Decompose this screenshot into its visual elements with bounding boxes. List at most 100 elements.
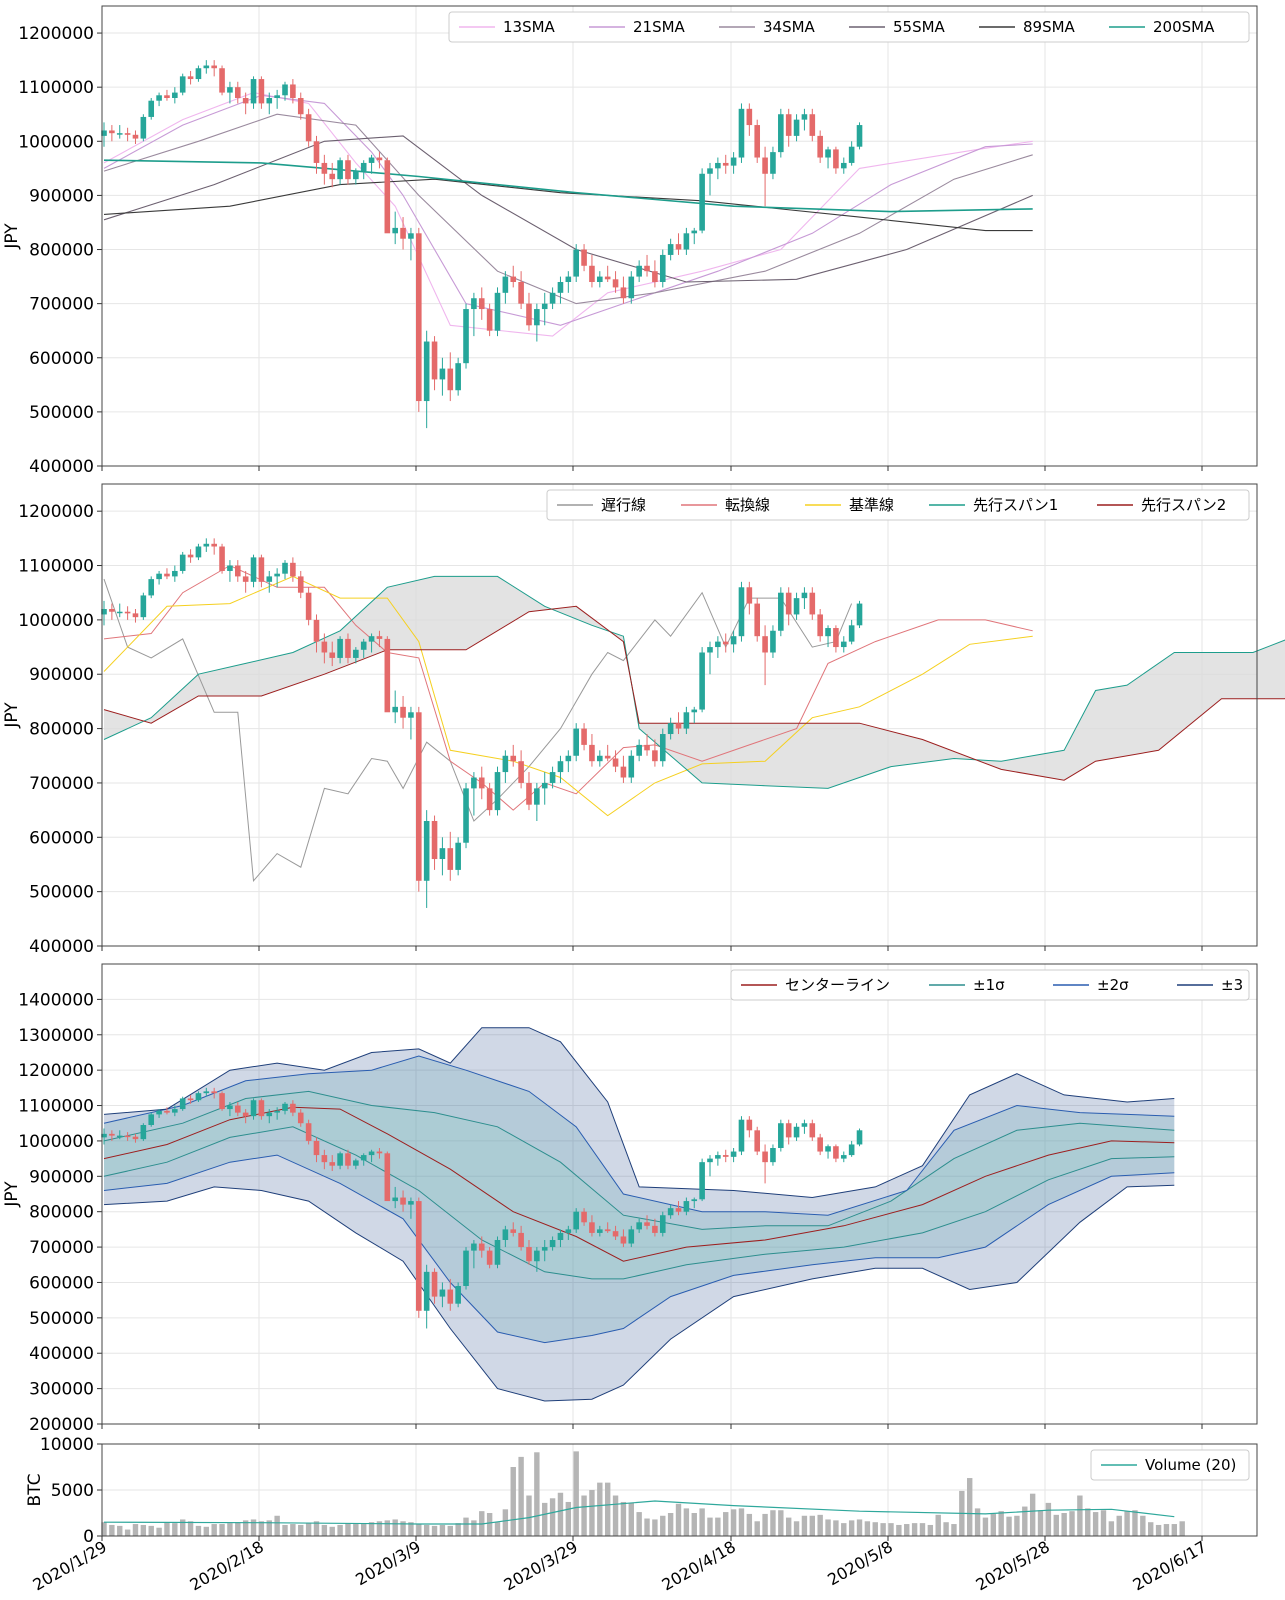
candle-body xyxy=(856,125,863,147)
volume-bar xyxy=(109,1524,115,1536)
volume-bar xyxy=(1092,1512,1099,1536)
candle-body xyxy=(785,1123,792,1138)
candle-body xyxy=(565,1229,572,1233)
volume-bar xyxy=(943,1522,949,1536)
candle-body xyxy=(408,1201,414,1205)
candle-body xyxy=(337,160,343,180)
candle-body xyxy=(132,134,139,139)
volume-bar xyxy=(1132,1510,1138,1536)
y-tick-label: 800000 xyxy=(29,720,94,740)
volume-bar xyxy=(1085,1508,1091,1536)
volume-bar xyxy=(904,1524,910,1536)
candle-body xyxy=(109,1133,115,1136)
candle-body xyxy=(242,576,249,582)
y-tick-label: 600000 xyxy=(29,1273,94,1293)
candle-body xyxy=(565,755,572,762)
y-tick-label: 700000 xyxy=(29,774,94,794)
volume-bar xyxy=(337,1524,343,1536)
candle-body xyxy=(801,592,808,599)
candle-body xyxy=(368,636,375,642)
volume-bar xyxy=(392,1519,398,1536)
candle-body xyxy=(510,1229,517,1233)
series-line xyxy=(103,1126,1175,1280)
legend-box xyxy=(1090,1449,1250,1481)
candle-body xyxy=(353,171,359,180)
volume-bar xyxy=(502,1509,509,1536)
candle-body xyxy=(258,79,265,104)
candle-body xyxy=(801,114,808,120)
candle-body xyxy=(416,712,422,881)
candle-body xyxy=(793,1126,800,1138)
legend-label: 転換線 xyxy=(725,496,770,514)
candle-body xyxy=(659,254,666,282)
candle-body xyxy=(329,1162,336,1166)
candle-body xyxy=(164,95,170,98)
volume-bar xyxy=(557,1492,564,1536)
candle-body xyxy=(738,108,745,158)
candle-body xyxy=(400,1197,406,1205)
candle-body xyxy=(360,641,367,650)
volume-bar xyxy=(1155,1524,1162,1536)
x-tick-label: 2020/2/18 xyxy=(186,1537,267,1594)
y-tick-label: 1400000 xyxy=(18,990,94,1010)
candle-body xyxy=(652,750,658,762)
candle-body xyxy=(455,1286,461,1304)
candle-body xyxy=(116,133,123,135)
candle-body xyxy=(486,788,493,811)
volume-bar xyxy=(1163,1524,1170,1536)
legend-label: 13SMA xyxy=(503,18,556,36)
volume-bar xyxy=(825,1519,831,1536)
candle-body xyxy=(353,1160,359,1166)
y-tick-label: 600000 xyxy=(29,349,94,369)
candle-body xyxy=(195,1093,202,1101)
volume-bar xyxy=(408,1522,414,1536)
candle-body xyxy=(400,706,406,718)
candle-body xyxy=(392,706,398,713)
candle-body xyxy=(101,1133,107,1138)
volume-bar xyxy=(982,1517,989,1536)
candle-body xyxy=(227,565,233,571)
candle-body xyxy=(809,592,816,615)
candle-body xyxy=(707,1158,713,1163)
candle-body xyxy=(691,709,698,713)
candle-body xyxy=(179,554,186,571)
candle-body xyxy=(840,641,847,648)
volume-bar xyxy=(455,1523,461,1536)
candle-body xyxy=(234,565,241,577)
series-line xyxy=(103,1500,1175,1525)
candle-body xyxy=(345,638,351,658)
volume-bar xyxy=(305,1523,312,1536)
candle-body xyxy=(510,755,517,762)
candle-body xyxy=(754,125,761,158)
y-tick-label: 500000 xyxy=(29,1309,94,1329)
candle-body xyxy=(604,1229,611,1232)
candle-body xyxy=(266,1112,273,1117)
volume-bar xyxy=(353,1524,359,1536)
candle-body xyxy=(675,723,682,729)
volume-bar xyxy=(896,1524,902,1536)
volume-bar xyxy=(730,1509,737,1536)
candle-body xyxy=(762,1151,768,1163)
candle-body xyxy=(203,543,210,547)
plot-area xyxy=(102,964,1257,1424)
candle-body xyxy=(353,649,359,658)
candle-body xyxy=(565,276,572,282)
y-tick-label: 800000 xyxy=(29,241,94,261)
candle-body xyxy=(675,244,682,250)
candle-body xyxy=(817,614,823,637)
x-tick-label: 2020/5/8 xyxy=(824,1537,896,1589)
volume-bar xyxy=(770,1510,776,1536)
volume-bar xyxy=(856,1519,863,1536)
volume-bar xyxy=(447,1525,453,1536)
volume-bar xyxy=(604,1482,611,1536)
volume-bar xyxy=(589,1490,595,1536)
volume-bar xyxy=(549,1498,556,1536)
candle-body xyxy=(101,130,107,136)
volume-bar xyxy=(172,1523,178,1536)
candle-body xyxy=(597,276,603,282)
candle-body xyxy=(541,1247,548,1251)
y-tick-label: 400000 xyxy=(29,457,94,477)
candle-body xyxy=(179,1098,186,1110)
candle-body xyxy=(659,734,666,762)
volume-bar xyxy=(282,1524,288,1536)
